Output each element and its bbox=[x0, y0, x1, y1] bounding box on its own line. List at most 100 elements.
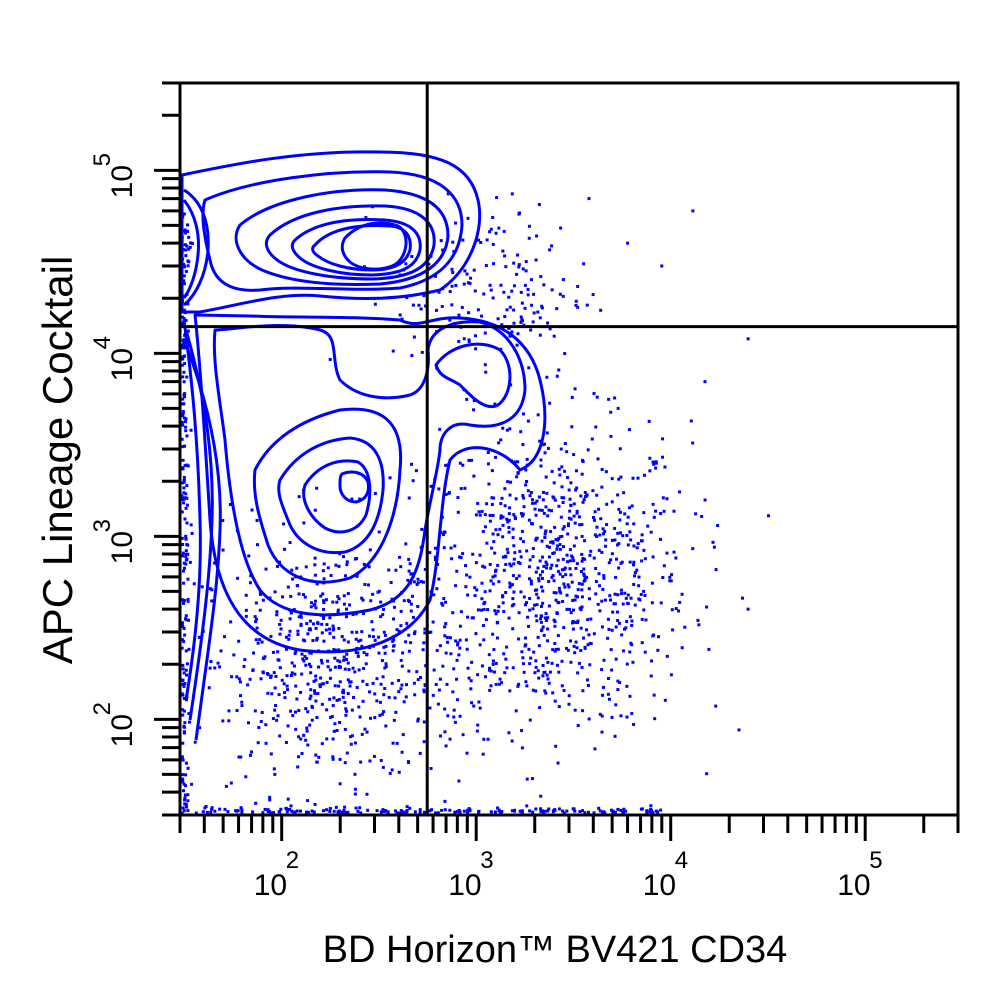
event-dot bbox=[536, 596, 540, 600]
event-dot bbox=[305, 726, 309, 730]
event-dot bbox=[290, 809, 294, 813]
event-dot bbox=[186, 552, 190, 556]
event-dot bbox=[443, 530, 447, 534]
event-dot bbox=[535, 234, 539, 238]
event-dot bbox=[383, 633, 387, 637]
event-dot bbox=[346, 692, 350, 696]
event-dot bbox=[342, 594, 346, 598]
event-dot bbox=[506, 480, 510, 484]
event-dot bbox=[407, 600, 411, 604]
event-dot bbox=[355, 686, 359, 690]
event-dot bbox=[609, 558, 613, 562]
event-dot bbox=[182, 380, 186, 384]
event-dot bbox=[636, 542, 640, 546]
event-dot bbox=[528, 718, 532, 722]
event-dot bbox=[455, 810, 459, 814]
event-dot bbox=[477, 700, 481, 704]
event-dot bbox=[458, 811, 462, 815]
event-dot bbox=[481, 623, 485, 627]
event-dot bbox=[182, 416, 186, 420]
event-dot bbox=[547, 580, 551, 584]
event-dot bbox=[596, 457, 600, 461]
event-dot bbox=[183, 796, 187, 800]
event-dot bbox=[532, 292, 536, 296]
event-dot bbox=[466, 666, 470, 670]
event-dot bbox=[322, 607, 326, 611]
event-dot bbox=[617, 477, 621, 481]
event-dot bbox=[243, 658, 247, 662]
event-dot bbox=[580, 472, 584, 476]
event-dot bbox=[441, 533, 445, 537]
event-dot bbox=[182, 731, 186, 735]
event-dot bbox=[335, 600, 339, 604]
event-dot bbox=[625, 684, 629, 688]
event-dot bbox=[523, 603, 527, 607]
event-dot bbox=[436, 702, 440, 706]
contour-lin-pos-2 bbox=[201, 170, 464, 292]
event-dot bbox=[457, 779, 461, 783]
event-dot bbox=[553, 525, 557, 529]
event-dot bbox=[283, 696, 287, 700]
event-dot bbox=[586, 618, 590, 622]
event-dot bbox=[531, 810, 535, 814]
event-dot bbox=[554, 647, 558, 651]
event-dot bbox=[534, 614, 538, 618]
event-dot bbox=[358, 497, 362, 501]
event-dot bbox=[324, 598, 328, 602]
event-dot bbox=[182, 480, 186, 484]
event-dot bbox=[585, 576, 589, 580]
event-dot bbox=[548, 670, 552, 674]
event-dot bbox=[533, 501, 537, 505]
event-dot bbox=[337, 564, 341, 568]
event-dot bbox=[209, 660, 213, 664]
event-dot bbox=[482, 607, 486, 611]
event-dot bbox=[355, 574, 359, 578]
event-dot bbox=[545, 566, 549, 570]
event-dot bbox=[322, 601, 326, 605]
event-dot bbox=[625, 533, 629, 537]
event-dot bbox=[577, 661, 581, 665]
event-dot bbox=[537, 203, 541, 207]
event-dot bbox=[630, 623, 634, 627]
event-dot bbox=[700, 515, 704, 519]
event-dot bbox=[362, 651, 366, 655]
event-dot bbox=[609, 410, 613, 414]
event-dot bbox=[541, 601, 545, 605]
event-dot bbox=[652, 633, 656, 637]
event-dot bbox=[476, 308, 480, 312]
event-dot bbox=[228, 503, 232, 507]
event-dot bbox=[543, 689, 547, 693]
event-dot bbox=[574, 640, 578, 644]
event-dot bbox=[534, 689, 538, 693]
event-dot bbox=[325, 708, 329, 712]
event-dot bbox=[554, 744, 558, 748]
event-dot bbox=[320, 661, 324, 665]
event-dot bbox=[183, 444, 187, 448]
event-dot bbox=[617, 621, 621, 625]
event-dot bbox=[553, 620, 557, 624]
event-dot bbox=[543, 530, 547, 534]
event-dot bbox=[344, 707, 348, 711]
contour-edge-1 bbox=[182, 319, 202, 701]
event-dot bbox=[284, 741, 288, 745]
event-dot bbox=[449, 652, 453, 656]
event-dot bbox=[607, 677, 611, 681]
event-dot bbox=[289, 804, 293, 808]
event-dot bbox=[507, 295, 511, 299]
event-dot bbox=[613, 538, 617, 542]
svg-text:10: 10 bbox=[837, 869, 870, 902]
event-dot bbox=[598, 712, 602, 716]
event-dot bbox=[345, 652, 349, 656]
event-dot bbox=[373, 638, 377, 642]
event-dot bbox=[457, 313, 461, 317]
event-dot bbox=[266, 810, 270, 814]
event-dot bbox=[488, 589, 492, 593]
event-dot bbox=[546, 446, 550, 450]
event-dot bbox=[383, 686, 387, 690]
event-dot bbox=[583, 539, 587, 543]
event-dot bbox=[182, 696, 186, 700]
event-dot bbox=[314, 753, 318, 757]
event-dot bbox=[390, 681, 394, 685]
event-dot bbox=[182, 279, 186, 283]
event-dot bbox=[365, 652, 369, 656]
